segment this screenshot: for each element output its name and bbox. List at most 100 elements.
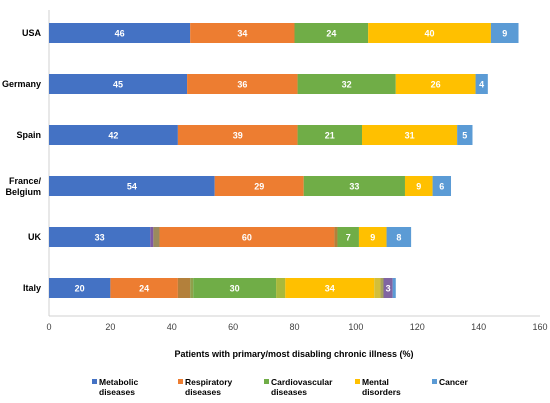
category-label-line: Belgium [5,187,41,197]
data-label: 33 [349,182,359,192]
category-label: USA [22,28,42,38]
category-label-line: Spain [16,130,41,140]
legend-label-line: diseases [271,387,307,397]
bar-segment [303,176,405,196]
x-tick-label: 40 [167,322,177,332]
data-label: 45 [113,80,123,90]
data-label: 4 [479,80,484,90]
bar-segment [380,278,384,298]
data-label: 32 [342,80,352,90]
data-label: 5 [462,131,467,141]
legend-label-line: diseases [185,387,221,397]
legend-label-line: Metabolic [99,377,138,387]
category-label: Spain [16,130,41,140]
bar-segment [49,176,215,196]
x-tick-label: 100 [348,322,363,332]
data-label: 39 [233,131,243,141]
category-label-line: UK [28,232,41,242]
legend-label-line: diseases [99,387,135,397]
bar-segment [362,125,458,145]
bar-segment [490,23,519,43]
bar-layer [49,23,519,298]
legend-label-line: Mental [362,377,389,387]
x-tick-label: 0 [46,322,51,332]
category-label-line: USA [22,28,42,38]
data-label: 9 [416,182,421,192]
bar-segment [297,74,396,94]
bar-segment [374,278,381,298]
data-label: 29 [254,182,264,192]
bar-segment [395,74,476,94]
bar-segment [386,227,412,247]
bar-segment [294,23,369,43]
category-label-line: Germany [2,79,41,89]
bar-segment [358,227,387,247]
x-axis-title: Patients with primary/most disabling chr… [174,349,413,359]
category-label: UK [28,232,41,242]
bar-segment [337,227,359,247]
legend-label: Respiratory diseases [185,377,233,397]
x-tick-label: 140 [471,322,486,332]
bar-segment [457,125,473,145]
bar-segment [392,278,396,298]
data-label: 9 [370,233,375,243]
data-label: 54 [127,182,137,192]
bar-segment [159,227,335,247]
data-label: 7 [346,233,351,243]
legend-swatch [178,379,183,384]
data-label: 6 [439,182,444,192]
legend-label: Cancer [439,377,469,387]
bar-segment [297,125,363,145]
data-label: 40 [425,29,435,39]
data-label: 24 [139,284,149,294]
category-label: Italy [23,283,41,293]
data-label: 21 [325,131,335,141]
category-label: France/Belgium [5,176,41,197]
legend-label-line: disorders [362,387,401,397]
data-label: 42 [108,131,118,141]
legend-label: Metabolic diseases [99,377,138,397]
bar-segment [193,278,277,298]
data-label: 34 [325,284,335,294]
x-tick-label: 20 [105,322,115,332]
bar-segment [49,74,188,94]
data-label: 20 [75,284,85,294]
data-label: 30 [230,284,240,294]
bar-segment [475,74,488,94]
bar-segment [49,125,178,145]
bar-segment [150,227,154,247]
bar-segment [334,227,338,247]
bar-segment [187,74,298,94]
data-label: 34 [237,29,247,39]
bar-segment [383,278,393,298]
data-label: 36 [237,80,247,90]
bar-segment [177,125,298,145]
axis-layer: 0 20 40 60 80 100 120 140 160 USA Germany Spain Fran… [2,10,548,332]
x-tick-label: 80 [289,322,299,332]
legend-label-line: Respiratory [185,377,233,387]
legend-label: Mental disorders [362,377,401,397]
bar-segment [177,278,191,298]
legend-label-line: Cardiovascular [271,377,333,387]
legend-label-line: Cancer [439,377,469,387]
data-label: 46 [115,29,125,39]
legend-swatch [355,379,360,384]
data-label: 3 [386,284,391,294]
data-label: 60 [242,233,252,243]
bar-segment [285,278,375,298]
bar-segment [432,176,452,196]
bar-segment [190,23,295,43]
category-label: Germany [2,79,41,89]
label-layer: 46 34 24 40 945 36 32 26 442 39 21 31 554 29 33 9 633 60 7… [75,29,508,294]
data-label: 8 [396,233,401,243]
data-label: 33 [95,233,105,243]
bar-segment [49,227,151,247]
bar-segment [153,227,160,247]
legend-label: Cardiovascular diseases [271,377,333,397]
bar-segment [404,176,433,196]
x-tick-label: 60 [228,322,238,332]
data-label: 31 [405,131,415,141]
x-tick-label: 120 [410,322,425,332]
